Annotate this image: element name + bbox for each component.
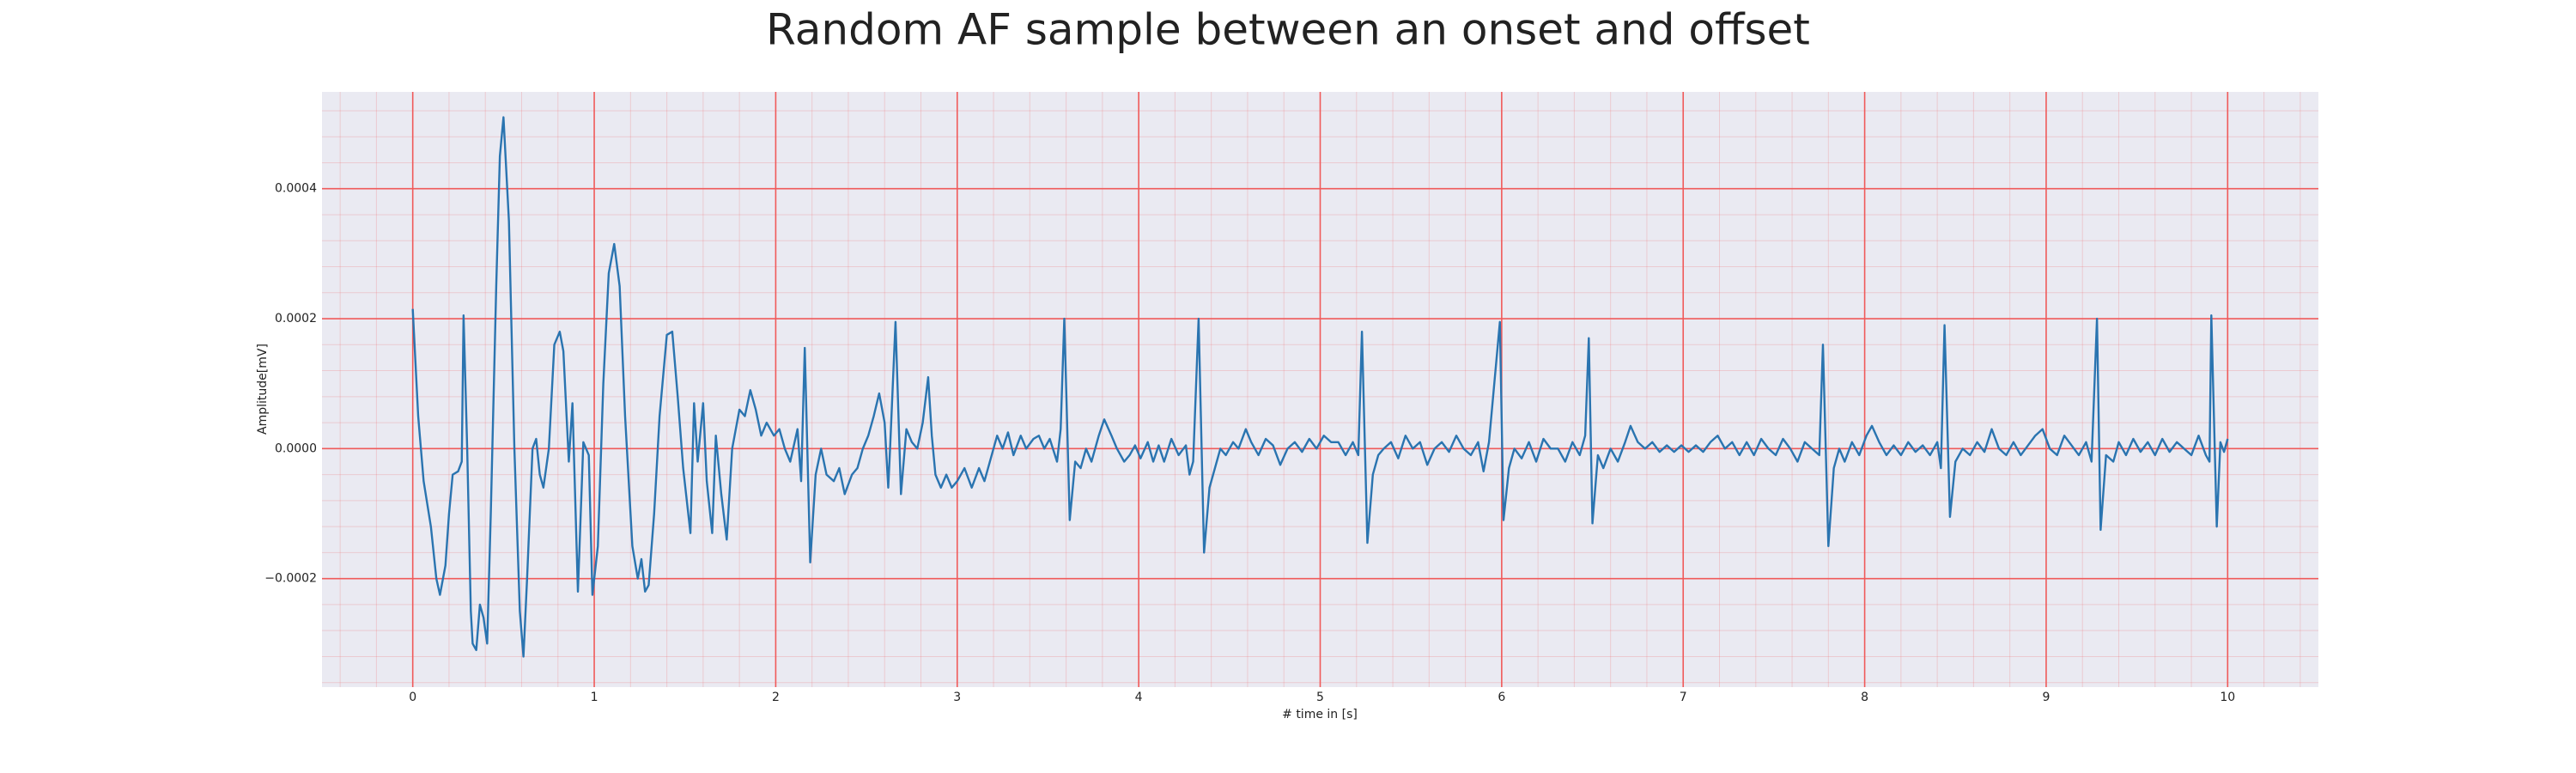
signal-line: [411, 116, 2229, 658]
x-tick-label: 9: [2042, 691, 2050, 704]
x-tick-label: 3: [953, 691, 961, 704]
x-tick-label: 0: [409, 691, 416, 704]
x-tick-label: 5: [1316, 691, 1324, 704]
x-tick-label: 8: [1861, 691, 1868, 704]
x-tick-label: 6: [1498, 691, 1505, 704]
y-tick-label: 0.0000: [275, 441, 317, 455]
x-tick-label: 10: [2220, 691, 2235, 704]
x-tick-label: 2: [772, 691, 780, 704]
x-tick-label: 1: [591, 691, 598, 704]
y-tick-label: 0.0002: [275, 312, 317, 326]
x-tick-label: 7: [1680, 691, 1687, 704]
y-axis-label: Amplitude[mV]: [256, 344, 270, 435]
x-tick-label: 4: [1135, 691, 1143, 704]
y-tick-label: 0.0004: [275, 182, 317, 196]
x-axis-label: # time in [s]: [1282, 708, 1358, 721]
y-tick-label: −0.0002: [264, 572, 317, 586]
chart-title: Random AF sample between an onset and of…: [766, 5, 1810, 55]
